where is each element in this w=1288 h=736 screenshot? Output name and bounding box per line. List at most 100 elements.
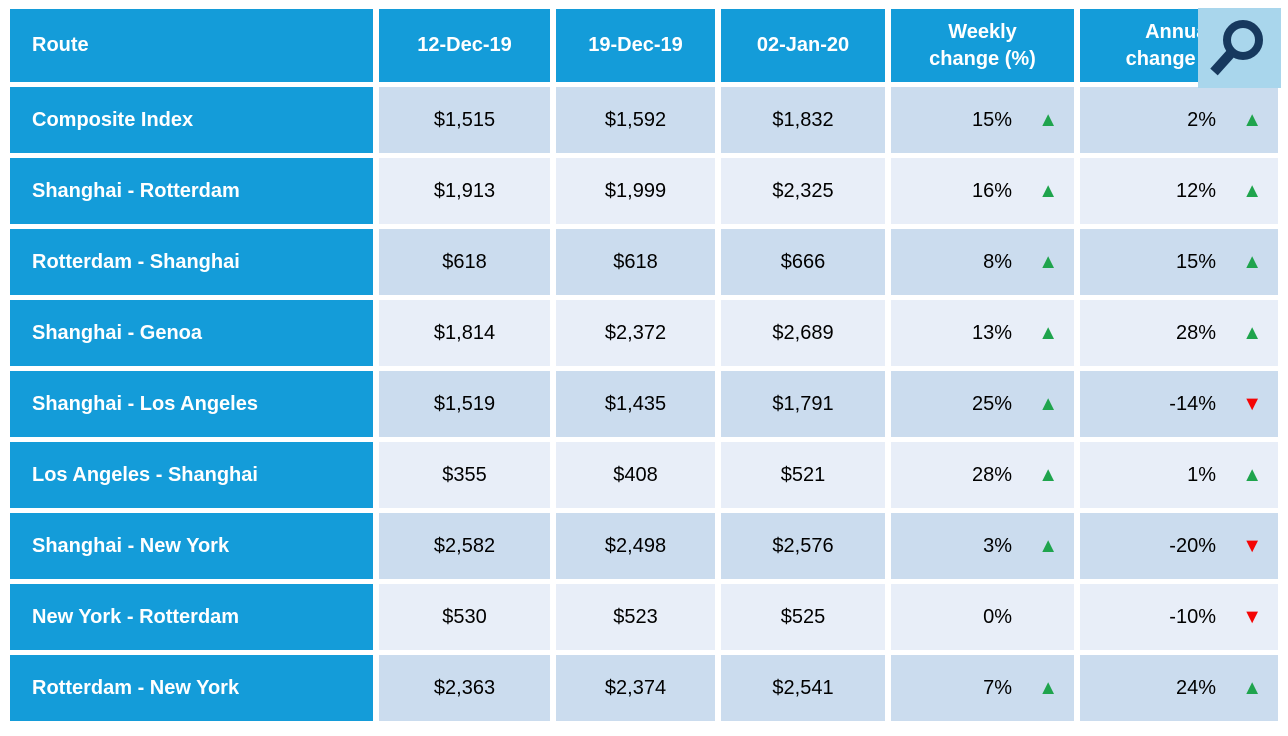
annual-change-cell: 24% ▲ [1080, 655, 1278, 721]
weekly-change-cell: 16% ▲ [891, 158, 1074, 224]
trend-arrow-icon: ▼ [1242, 393, 1262, 415]
route-cell: Rotterdam - New York [10, 655, 373, 721]
rate-cell: $408 [556, 442, 715, 508]
weekly-change-value: 16% [971, 179, 1012, 202]
weekly-change-value: 13% [971, 321, 1012, 344]
annual-change-cell: -20% ▼ [1080, 513, 1278, 579]
header-line: Annual [1145, 20, 1213, 43]
annual-change-cell: 1% ▲ [1080, 442, 1278, 508]
column-header-date-3: 02-Jan-20 [721, 9, 885, 82]
rate-cell: $1,814 [379, 300, 550, 366]
column-header-date-2: 19-Dec-19 [556, 9, 715, 82]
annual-change-value: 2% [1187, 108, 1216, 131]
trend-arrow-icon: ▲ [1038, 535, 1058, 557]
table-row: Shanghai - New York $2,582 $2,498 $2,576… [10, 513, 1278, 579]
rate-cell: $1,519 [379, 371, 550, 437]
route-cell: Rotterdam - Shanghai [10, 229, 373, 295]
header-line: change (%) [929, 47, 1036, 70]
trend-arrow-icon: ▲ [1242, 109, 1262, 131]
weekly-change-cell: 13% ▲ [891, 300, 1074, 366]
table-row: Rotterdam - New York $2,363 $2,374 $2,54… [10, 655, 1278, 721]
table-row: Los Angeles - Shanghai $355 $408 $521 28… [10, 442, 1278, 508]
trend-arrow-icon: ▲ [1242, 251, 1262, 273]
rate-cell: $1,791 [721, 371, 885, 437]
trend-arrow-icon: ▲ [1242, 180, 1262, 202]
rate-cell: $525 [721, 584, 885, 650]
search-icon [1210, 20, 1263, 76]
annual-change-cell: 12% ▲ [1080, 158, 1278, 224]
table-row: Shanghai - Los Angeles $1,519 $1,435 $1,… [10, 371, 1278, 437]
annual-change-cell: 15% ▲ [1080, 229, 1278, 295]
trend-arrow-icon: ▲ [1242, 464, 1262, 486]
table-row: Shanghai - Rotterdam $1,913 $1,999 $2,32… [10, 158, 1278, 224]
rate-cell: $2,582 [379, 513, 550, 579]
rate-cell: $618 [556, 229, 715, 295]
rate-cell: $2,374 [556, 655, 715, 721]
trend-arrow-icon: ▲ [1038, 677, 1058, 699]
trend-arrow-icon: ▼ [1242, 535, 1262, 557]
annual-change-cell: 28% ▲ [1080, 300, 1278, 366]
annual-change-cell: -10% ▼ [1080, 584, 1278, 650]
table-row: Composite Index $1,515 $1,592 $1,832 15%… [10, 87, 1278, 153]
annual-change-value: 15% [1175, 250, 1216, 273]
trend-arrow-icon: ▲ [1038, 180, 1058, 202]
weekly-change-value: 7% [983, 676, 1012, 699]
weekly-change-cell: 25% ▲ [891, 371, 1074, 437]
column-header-date-1: 12-Dec-19 [379, 9, 550, 82]
search-button[interactable] [1198, 8, 1281, 88]
weekly-change-cell: 7% ▲ [891, 655, 1074, 721]
header-line: Weekly [948, 20, 1017, 43]
weekly-change-cell: 28% ▲ [891, 442, 1074, 508]
rate-cell: $666 [721, 229, 885, 295]
table-row: Rotterdam - Shanghai $618 $618 $666 8% ▲ … [10, 229, 1278, 295]
weekly-change-cell: 3% ▲ [891, 513, 1074, 579]
rate-cell: $1,832 [721, 87, 885, 153]
annual-change-value: -10% [1169, 605, 1216, 628]
trend-arrow-icon: ▲ [1038, 322, 1058, 344]
route-cell: Shanghai - New York [10, 513, 373, 579]
trend-arrow-icon: ▲ [1242, 677, 1262, 699]
rate-cell: $1,999 [556, 158, 715, 224]
rate-cell: $2,325 [721, 158, 885, 224]
column-header-weekly-change: Weekly change (%) [891, 9, 1074, 82]
annual-change-value: -14% [1169, 392, 1216, 415]
header-row: Route 12-Dec-19 19-Dec-19 02-Jan-20 Week… [10, 9, 1278, 82]
route-cell: Shanghai - Los Angeles [10, 371, 373, 437]
freight-rates-table: Route 12-Dec-19 19-Dec-19 02-Jan-20 Week… [4, 4, 1284, 726]
route-cell: Composite Index [10, 87, 373, 153]
annual-change-cell: -14% ▼ [1080, 371, 1278, 437]
weekly-change-cell: 8% ▲ [891, 229, 1074, 295]
trend-arrow-icon: ▲ [1038, 393, 1058, 415]
trend-arrow-icon: ▲ [1038, 464, 1058, 486]
rate-cell: $1,913 [379, 158, 550, 224]
rate-cell: $2,576 [721, 513, 885, 579]
rate-cell: $530 [379, 584, 550, 650]
route-cell: Shanghai - Rotterdam [10, 158, 373, 224]
trend-arrow-icon: ▼ [1242, 606, 1262, 628]
rate-cell: $521 [721, 442, 885, 508]
rate-cell: $1,435 [556, 371, 715, 437]
weekly-change-value: 3% [983, 534, 1012, 557]
trend-arrow-icon: ▲ [1242, 322, 1262, 344]
annual-change-value: 28% [1175, 321, 1216, 344]
annual-change-value: -20% [1169, 534, 1216, 557]
rate-cell: $2,541 [721, 655, 885, 721]
route-cell: Los Angeles - Shanghai [10, 442, 373, 508]
annual-change-value: 1% [1187, 463, 1216, 486]
trend-arrow-icon: ▲ [1038, 251, 1058, 273]
table-row: New York - Rotterdam $530 $523 $525 0% -… [10, 584, 1278, 650]
rate-cell: $618 [379, 229, 550, 295]
annual-change-value: 12% [1175, 179, 1216, 202]
table-row: Shanghai - Genoa $1,814 $2,372 $2,689 13… [10, 300, 1278, 366]
rate-cell: $523 [556, 584, 715, 650]
route-cell: Shanghai - Genoa [10, 300, 373, 366]
weekly-change-cell: 15% ▲ [891, 87, 1074, 153]
rate-cell: $1,515 [379, 87, 550, 153]
trend-arrow-icon: ▲ [1038, 109, 1058, 131]
route-cell: New York - Rotterdam [10, 584, 373, 650]
rate-cell: $2,372 [556, 300, 715, 366]
weekly-change-value: 0% [983, 605, 1012, 628]
weekly-change-value: 28% [971, 463, 1012, 486]
rate-cell: $2,498 [556, 513, 715, 579]
